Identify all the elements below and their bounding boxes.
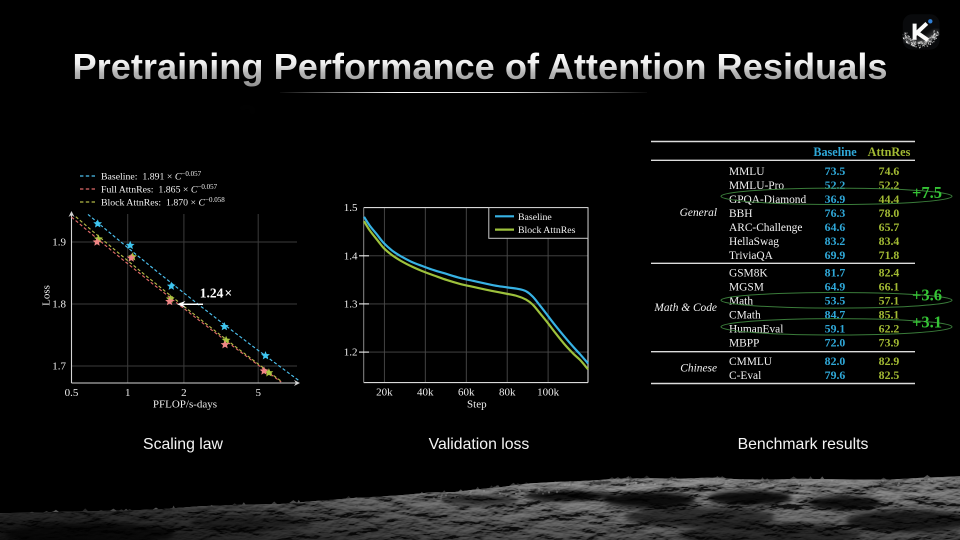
svg-text:Loss: Loss — [41, 285, 53, 306]
svg-text:BBH: BBH — [729, 208, 752, 220]
svg-text:Block AttnRes: Block AttnRes — [518, 225, 576, 236]
svg-text:Chinese: Chinese — [680, 363, 717, 375]
svg-text:83.2: 83.2 — [825, 234, 846, 248]
svg-text:64.6: 64.6 — [825, 220, 846, 234]
svg-text:Step: Step — [467, 399, 487, 411]
svg-text:52.2: 52.2 — [879, 178, 900, 192]
svg-text:1.2: 1.2 — [344, 347, 358, 359]
svg-text:65.7: 65.7 — [879, 220, 900, 234]
svg-text:44.4: 44.4 — [879, 192, 900, 206]
svg-text:72.0: 72.0 — [825, 336, 846, 350]
svg-text:73.9: 73.9 — [879, 336, 900, 350]
svg-text:1.7: 1.7 — [52, 361, 66, 373]
svg-text:Math & Code: Math & Code — [653, 302, 717, 314]
svg-text:+7.5: +7.5 — [912, 183, 942, 202]
svg-text:0.5: 0.5 — [65, 387, 79, 399]
svg-text:64.9: 64.9 — [825, 280, 846, 294]
svg-text:71.8: 71.8 — [879, 248, 900, 262]
svg-text:MMLU-Pro: MMLU-Pro — [729, 180, 784, 192]
svg-text:HellaSwag: HellaSwag — [729, 236, 779, 248]
svg-text:1.4: 1.4 — [344, 250, 358, 262]
svg-text:36.9: 36.9 — [825, 192, 846, 206]
svg-text:TriviaQA: TriviaQA — [729, 250, 774, 262]
svg-text:AttnRes: AttnRes — [868, 145, 911, 159]
svg-text:General: General — [680, 207, 717, 219]
svg-text:1.3: 1.3 — [344, 298, 358, 310]
svg-text:60k: 60k — [458, 387, 475, 399]
svg-text:74.6: 74.6 — [879, 164, 900, 178]
svg-text:MBPP: MBPP — [729, 338, 759, 350]
svg-text:85.1: 85.1 — [879, 308, 900, 322]
svg-text:1.5: 1.5 — [344, 202, 358, 214]
svg-text:80k: 80k — [499, 387, 516, 399]
svg-text:78.0: 78.0 — [879, 206, 900, 220]
svg-text:81.7: 81.7 — [825, 266, 846, 280]
svg-text:5: 5 — [255, 387, 261, 399]
svg-text:Baseline: Baseline — [813, 145, 857, 159]
svg-text:CMMLU: CMMLU — [729, 356, 772, 368]
svg-text:Baseline: 1.891 × C−0.057: Baseline: 1.891 × C−0.057 — [101, 170, 202, 183]
svg-text:20k: 20k — [376, 387, 393, 399]
svg-text:C-Eval: C-Eval — [729, 370, 761, 382]
svg-text:69.9: 69.9 — [825, 248, 846, 262]
svg-text:40k: 40k — [417, 387, 434, 399]
svg-text:59.1: 59.1 — [825, 322, 846, 336]
svg-text:Block AttnRes: 1.870 × C−0.05: Block AttnRes: 1.870 × C−0.058 — [101, 196, 225, 209]
svg-text:Full AttnRes: 1.865 × C−0.057: Full AttnRes: 1.865 × C−0.057 — [101, 183, 218, 196]
svg-text:1: 1 — [125, 387, 131, 399]
svg-text:GPQA-Diamond: GPQA-Diamond — [729, 194, 807, 206]
svg-text:62.2: 62.2 — [879, 322, 900, 336]
svg-text:PFLOP/s-days: PFLOP/s-days — [153, 399, 217, 411]
svg-text:76.3: 76.3 — [825, 206, 846, 220]
svg-text:73.5: 73.5 — [825, 164, 846, 178]
svg-text:+3.1: +3.1 — [912, 313, 942, 332]
svg-text:HumanEval: HumanEval — [729, 324, 783, 336]
svg-text:+3.6: +3.6 — [912, 286, 942, 305]
svg-text:Baseline: Baseline — [518, 212, 552, 223]
svg-text:2: 2 — [181, 387, 187, 399]
svg-text:1.8: 1.8 — [52, 299, 66, 311]
svg-text:100k: 100k — [537, 387, 560, 399]
svg-text:84.7: 84.7 — [825, 308, 846, 322]
svg-text:82.5: 82.5 — [879, 368, 900, 382]
svg-text:82.4: 82.4 — [879, 266, 900, 280]
svg-text:82.9: 82.9 — [879, 354, 900, 368]
svg-text:53.5: 53.5 — [825, 294, 846, 308]
svg-text:MMLU: MMLU — [729, 166, 764, 178]
svg-text:MGSM: MGSM — [729, 282, 764, 294]
svg-text:82.0: 82.0 — [825, 354, 846, 368]
svg-text:ARC-Challenge: ARC-Challenge — [729, 222, 802, 234]
svg-text:1.9: 1.9 — [52, 237, 66, 249]
svg-text:57.1: 57.1 — [879, 294, 900, 308]
svg-text:1.24 ×: 1.24 × — [200, 286, 232, 301]
svg-text:83.4: 83.4 — [879, 234, 900, 248]
svg-text:52.2: 52.2 — [825, 178, 846, 192]
svg-text:79.6: 79.6 — [825, 368, 846, 382]
svg-text:GSM8K: GSM8K — [729, 268, 768, 280]
svg-text:CMath: CMath — [729, 310, 761, 322]
svg-text:66.1: 66.1 — [879, 280, 900, 294]
